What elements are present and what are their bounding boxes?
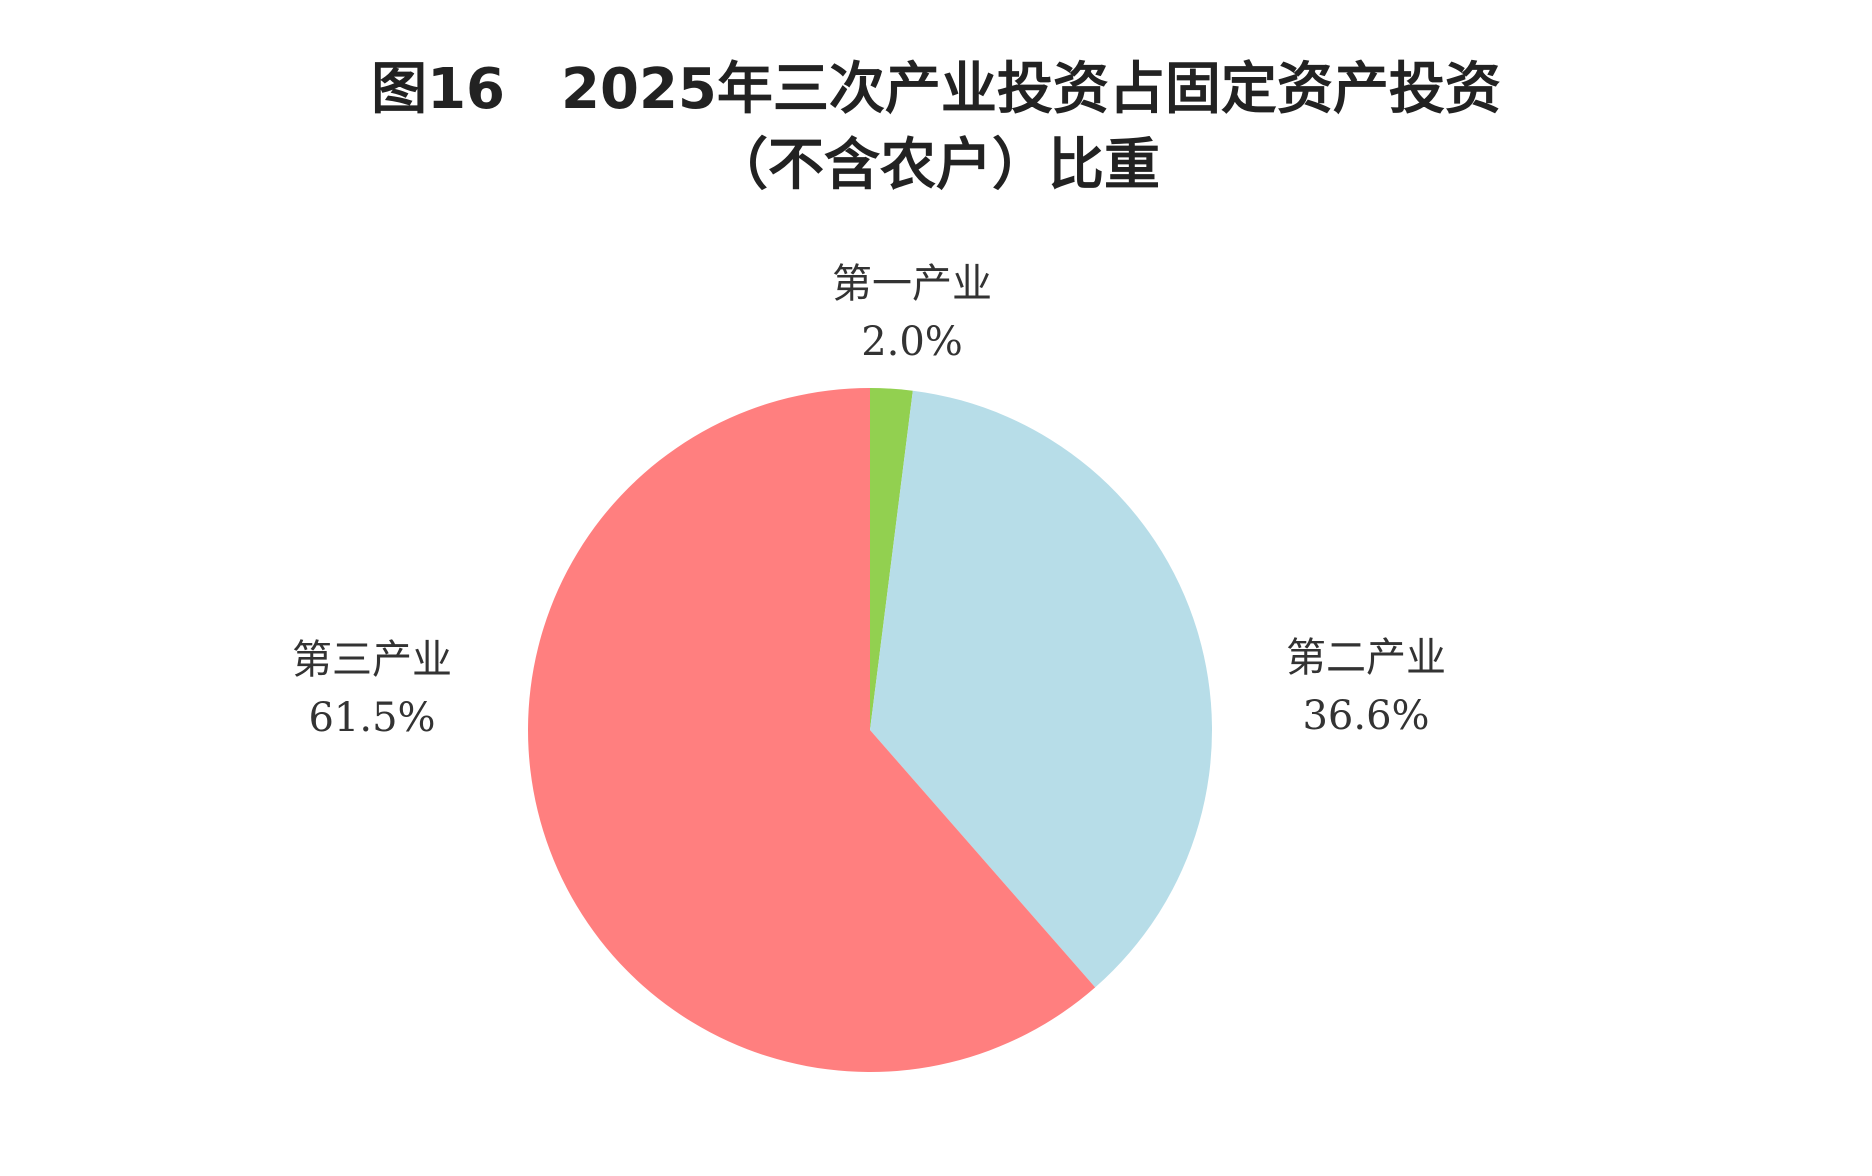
slice-label-name: 第一产业 — [832, 261, 992, 307]
slice-primary — [870, 388, 913, 730]
slice-label-value: 2.0% — [861, 319, 963, 365]
slice-label-tertiary: 第三产业 61.5% — [292, 640, 452, 738]
slice-label-primary: 第一产业 2.0% — [832, 264, 992, 362]
slice-label-value: 61.5% — [308, 695, 436, 741]
slice-label-name: 第二产业 — [1286, 635, 1446, 681]
slice-secondary — [870, 390, 1213, 988]
slice-tertiary — [528, 388, 1096, 1072]
slice-label-secondary: 第二产业 36.6% — [1286, 638, 1446, 736]
chart-title-line1: 图16 2025年三次产业投资占固定资产投资 — [371, 57, 1501, 122]
slice-label-value: 36.6% — [1302, 693, 1430, 739]
slice-label-name: 第三产业 — [292, 637, 452, 683]
chart-title-line2: （不含农户）比重 — [712, 133, 1160, 198]
